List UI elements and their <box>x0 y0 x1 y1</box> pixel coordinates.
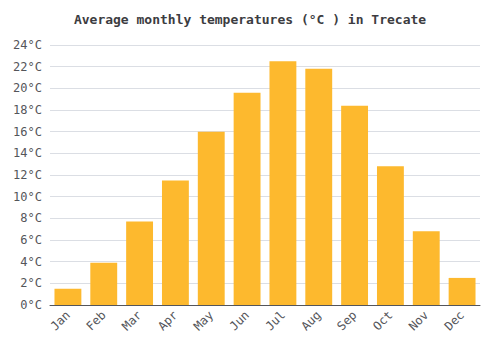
svg-text:Mar: Mar <box>119 308 144 333</box>
svg-text:2°C: 2°C <box>20 276 42 290</box>
svg-text:Sep: Sep <box>334 308 359 333</box>
svg-text:Aug: Aug <box>298 308 323 333</box>
svg-text:0°C: 0°C <box>20 298 42 312</box>
svg-text:Apr: Apr <box>155 308 180 333</box>
svg-text:4°C: 4°C <box>20 255 42 269</box>
svg-text:Jan: Jan <box>48 308 73 333</box>
svg-text:8°C: 8°C <box>20 211 42 225</box>
svg-text:10°C: 10°C <box>13 190 42 204</box>
svg-text:18°C: 18°C <box>13 103 42 117</box>
svg-text:6°C: 6°C <box>20 233 42 247</box>
svg-text:22°C: 22°C <box>13 60 42 74</box>
svg-text:20°C: 20°C <box>13 81 42 95</box>
svg-text:12°C: 12°C <box>13 168 42 182</box>
svg-text:Average monthly temperatures (: Average monthly temperatures (°C ) in Tr… <box>74 12 426 27</box>
svg-text:Jun: Jun <box>227 308 252 333</box>
svg-text:16°C: 16°C <box>13 125 42 139</box>
svg-text:Oct: Oct <box>370 308 395 333</box>
svg-text:May: May <box>191 308 216 333</box>
svg-text:24°C: 24°C <box>13 38 42 52</box>
svg-text:Feb: Feb <box>83 308 108 333</box>
svg-text:14°C: 14°C <box>13 146 42 160</box>
svg-text:Nov: Nov <box>406 308 431 333</box>
svg-text:Jul: Jul <box>263 308 288 333</box>
svg-text:Dec: Dec <box>442 308 467 333</box>
